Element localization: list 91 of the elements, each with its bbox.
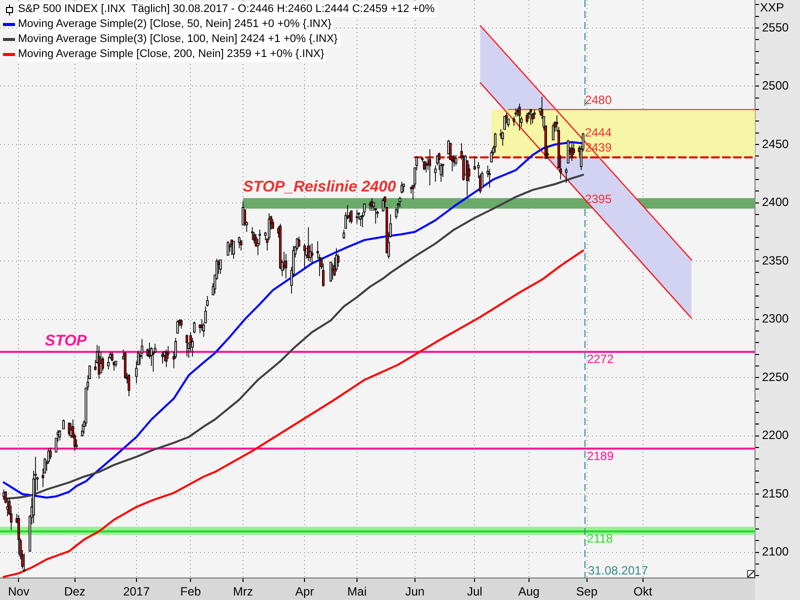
- legend-label: Moving Average Simple(2) [Close, 50, Nein] 2451 +0 +0% {.INX}: [17, 17, 334, 32]
- candlestick: [268, 212, 270, 240]
- candlestick: [488, 168, 491, 188]
- ref-line-label: 2118: [586, 532, 614, 546]
- x-tick-label: Apr: [295, 584, 314, 599]
- x-tick-label: Aug: [518, 584, 540, 599]
- candlestick: [330, 262, 332, 282]
- candlestick: [206, 296, 209, 307]
- x-tick-label: Dez: [64, 584, 86, 599]
- candlestick: [449, 142, 452, 160]
- candlestick: [530, 109, 532, 126]
- candlestick: [310, 243, 314, 264]
- ref-line-label: 2189: [586, 448, 614, 463]
- y-tick-label: 2400: [762, 195, 790, 210]
- candlestick: [251, 226, 254, 240]
- candlestick: [503, 116, 506, 130]
- candlestick: [466, 160, 468, 196]
- y-tick-label: 2500: [762, 78, 790, 93]
- candlestick: [424, 160, 428, 173]
- y-tick-label: 2300: [762, 312, 790, 326]
- y-axis-title: XXP: [760, 0, 784, 14]
- candlestick: [307, 226, 310, 262]
- annotation: 2480: [584, 92, 612, 107]
- candlestick: [394, 207, 398, 220]
- y-tick-label: 2200: [762, 428, 790, 442]
- annotation: STOP: [44, 332, 88, 350]
- candlestick: [570, 142, 574, 162]
- x-tick-label: Okt: [634, 584, 653, 599]
- candlestick: [193, 321, 196, 334]
- ref-line-label: 2272: [586, 352, 614, 366]
- candlestick: [23, 553, 26, 572]
- candlestick: [454, 154, 458, 166]
- candlestick: [58, 430, 62, 441]
- candlestick: [442, 164, 444, 178]
- candlestick: [240, 240, 242, 251]
- x-tick-label: Jul: [467, 584, 482, 599]
- candlestick: [230, 240, 233, 256]
- candlestick: [17, 514, 20, 556]
- candlestick: [335, 248, 338, 272]
- candlestick: [434, 165, 437, 182]
- y-tick-label: 2250: [762, 370, 790, 384]
- y-tick-label: 2450: [762, 136, 790, 151]
- y-tick-label: 2550: [762, 20, 790, 34]
- candlestick: [186, 334, 188, 357]
- candlestick: [428, 148, 432, 186]
- candlestick: [298, 236, 300, 248]
- x-tick-label: 2017: [123, 584, 150, 599]
- candlestick: [350, 210, 353, 224]
- annotation: STOP_Reislinie 2400: [242, 178, 396, 196]
- candlestick: [494, 132, 496, 154]
- candlestick: [68, 422, 70, 436]
- x-tick-label: Sep: [576, 584, 598, 599]
- candlestick: [228, 243, 232, 252]
- legend-label: Moving Average Simple [Close, 200, Nein] 2359 +1 +0% {.INX}: [17, 47, 326, 62]
- candlestick: [359, 215, 362, 226]
- candlestick: [198, 324, 202, 334]
- line-series: [2, 250, 584, 578]
- x-tick-label: Feb: [180, 584, 202, 599]
- chart-title: S&P 500 INDEX [.INX Täglich] 30.08.2017 - O:2446 H:2460 L:2444 C:2459 +12 +0%: [17, 2, 437, 17]
- x-tick-label: Nov: [8, 584, 30, 599]
- candlestick: [49, 447, 52, 460]
- candlestick: [552, 123, 554, 140]
- candlestick: [565, 167, 568, 184]
- candlestick: [176, 320, 179, 334]
- x-tick-label: Mai: [347, 584, 367, 599]
- legend-label: Moving Average Simple(3) [Close, 100, Nein] 2424 +1 +0% {.INX}: [17, 32, 340, 47]
- candlestick: [102, 356, 104, 371]
- candlestick: [284, 254, 288, 279]
- candlestick: [165, 349, 168, 368]
- candlestick: [238, 236, 240, 249]
- y-tick-label: 2100: [762, 544, 790, 559]
- candlestick: [501, 131, 504, 146]
- ref-line-label: 31.08.2017: [588, 563, 648, 578]
- candlestick: [531, 112, 534, 124]
- candlestick: [512, 116, 516, 126]
- annotation: 2444: [584, 125, 612, 140]
- y-tick-label: 2350: [762, 253, 790, 268]
- candlestick: [342, 229, 346, 240]
- candlestick: [473, 156, 476, 171]
- candlestick: [422, 160, 426, 171]
- candlestick: [107, 356, 110, 370]
- annotation: 2395: [584, 192, 612, 206]
- candlestick: [566, 139, 570, 164]
- candlestick: [533, 109, 536, 120]
- candlestick: [62, 419, 65, 430]
- candlestick: [80, 424, 84, 436]
- x-tick-label: Mrz: [232, 584, 253, 599]
- y-tick-label: 2150: [762, 486, 790, 500]
- candlestick: [163, 352, 166, 362]
- candlestick: [232, 240, 235, 260]
- x-tick-label: Jun: [405, 584, 425, 599]
